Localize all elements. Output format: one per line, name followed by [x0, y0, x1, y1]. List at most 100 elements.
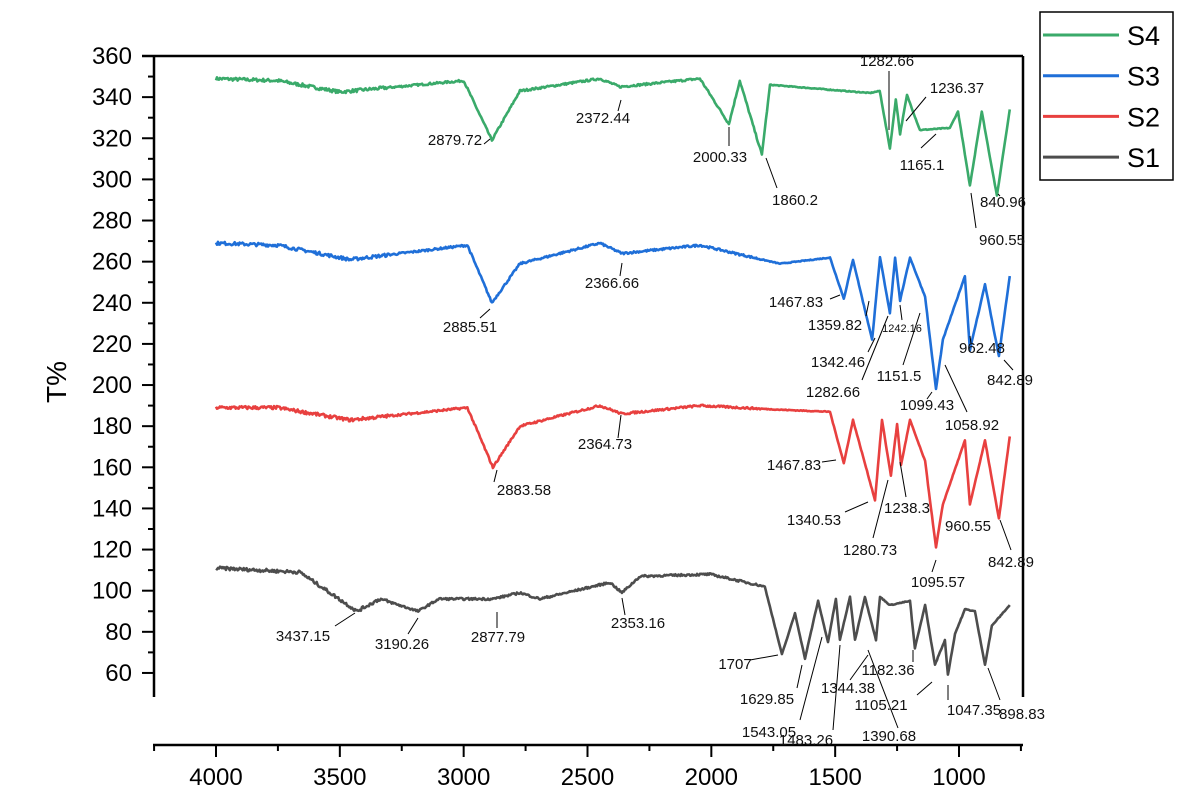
peak-label: 1340.53 [787, 512, 841, 529]
annotation-leader-line [861, 315, 889, 381]
x-tick-label: 1000 [932, 764, 985, 791]
peak-label: 1099.43 [900, 397, 954, 414]
peak-label: 2372.44 [576, 110, 630, 127]
annotation-leader-line [970, 192, 977, 229]
annotation-leader-line [617, 414, 622, 439]
y-tick-label: 240 [92, 290, 132, 317]
peak-label: 1390.68 [862, 728, 916, 745]
legend-label-s1: S1 [1127, 143, 1160, 173]
annotation-leader-line [334, 612, 356, 627]
annotation-leader-line [844, 501, 869, 513]
peak-label: 1047.35 [947, 702, 1001, 719]
peak-label: 3437.15 [276, 628, 330, 645]
series-s1-line [215, 565, 1011, 676]
peak-label: 2000.33 [693, 149, 747, 166]
annotation-leader-line [407, 617, 419, 635]
annotation-leader-line [997, 193, 1001, 197]
peak-label: 1095.57 [911, 574, 965, 591]
annotation-leader-line [920, 133, 937, 149]
annotation-leader-line [905, 96, 927, 122]
peak-label: 840.96 [980, 194, 1026, 211]
series-s4-line [214, 76, 1012, 197]
peak-label: 2366.66 [585, 275, 639, 292]
peak-label: 1105.21 [854, 697, 907, 714]
legend-label-s4: S4 [1127, 21, 1160, 51]
annotation-leader-line [867, 337, 876, 353]
y-tick-label: 340 [92, 84, 132, 111]
annotation-leader-line [617, 99, 622, 112]
annotation-leader-line [902, 312, 921, 366]
peak-label: 3190.26 [375, 636, 429, 653]
axes: 60 80 100 120 140 160 180 200 220 240 260 280 300 320… [92, 43, 1025, 791]
peak-label: 1483.26 [779, 732, 833, 749]
y-tick-label: 160 [92, 454, 132, 481]
annotation-leader-line [916, 681, 933, 696]
annotation-leader-line [865, 300, 870, 317]
annotation-leader-line [765, 157, 778, 189]
x-tick-label: 2500 [561, 764, 614, 791]
annotation-leader-line [493, 469, 498, 483]
peak-label: 1860.2 [772, 192, 818, 209]
peak-label: 960.55 [945, 518, 991, 535]
y-tick-label: 320 [92, 125, 132, 152]
annotation-leader-line [832, 644, 841, 731]
peak-label: 1629.85 [740, 691, 794, 708]
spectra [214, 76, 1012, 676]
peak-label: 1182.36 [861, 662, 914, 679]
legend-box [1039, 11, 1174, 181]
peak-label: 1282.66 [806, 384, 860, 401]
peak-label: 1236.37 [930, 80, 984, 97]
peak-label: 898.83 [999, 706, 1045, 723]
legend: S4 S3 S2 S1 [1039, 11, 1174, 181]
peak-annotations: 2879.72 2372.44 2000.33 1860.2 1282.66 1236.3… [276, 53, 1045, 749]
annotation-leader-line [987, 667, 1001, 701]
y-axis-label: T% [41, 361, 72, 403]
annotation-leader-line [899, 461, 907, 498]
peak-label: 1151.5 [877, 368, 922, 385]
x-tick-label: 4000 [189, 764, 242, 791]
y-tick-label: 300 [92, 166, 132, 193]
peak-label: 1238.3 [884, 500, 930, 517]
y-tick-label: 140 [92, 495, 132, 522]
annotation-leader-line [799, 636, 823, 721]
annotation-leader-line [483, 138, 491, 145]
y-tick-label: 60 [105, 660, 132, 687]
x-tick-label: 2000 [685, 764, 738, 791]
annotation-leader-line [944, 364, 968, 413]
annotation-leader-line [796, 664, 803, 689]
series-s3-line [214, 240, 1012, 391]
peak-label: 1280.73 [843, 542, 897, 559]
peak-label: 960.55 [979, 232, 1025, 249]
annotation-leader-line [829, 294, 841, 300]
peak-label: 1707 [718, 656, 751, 673]
peak-label: 2353.16 [611, 615, 665, 632]
peak-label: 2883.58 [497, 482, 551, 499]
y-tick-label: 200 [92, 372, 132, 399]
y-tick-label: 260 [92, 249, 132, 276]
annotation-leader-line [749, 654, 779, 661]
y-tick-label: 360 [92, 43, 132, 70]
peak-label: 2885.51 [443, 319, 497, 336]
annotation-leader-line [619, 262, 623, 277]
annotation-leader-line [969, 335, 972, 344]
annotation-leader-line [479, 308, 491, 319]
x-tick-label: 3000 [437, 764, 490, 791]
annotation-leader-line [872, 479, 889, 539]
peak-label: 842.89 [987, 372, 1033, 389]
peak-label: 2364.73 [578, 436, 632, 453]
y-tick-label: 220 [92, 331, 132, 358]
peak-label: 1467.83 [767, 457, 821, 474]
y-tick-label: 120 [92, 537, 132, 564]
peak-label: 1467.83 [769, 294, 823, 311]
peak-label: 962.48 [959, 340, 1005, 357]
peak-label: 1242.16 [882, 323, 922, 335]
y-tick-label: 180 [92, 413, 132, 440]
peak-label: 1543.05 [742, 724, 796, 741]
y-tick-label: 100 [92, 578, 132, 605]
peak-label: 1344.38 [821, 680, 875, 697]
peak-label: 1282.66 [860, 53, 914, 70]
peak-label: 1058.92 [945, 417, 999, 434]
x-tick-label: 3500 [313, 764, 366, 791]
annotation-leader-line [1003, 359, 1014, 371]
